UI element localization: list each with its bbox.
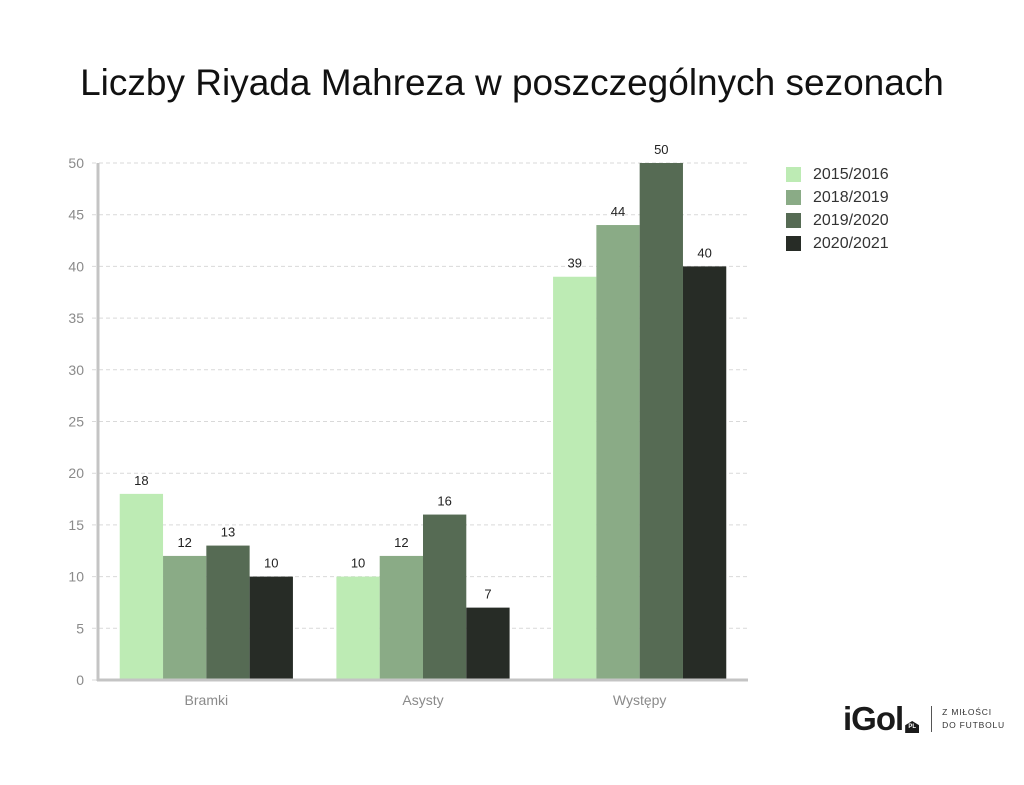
bar-value-label: 12 (177, 535, 191, 550)
logo-tagline: Z MIŁOŚCI DO FUTBOLU (942, 706, 1005, 732)
x-category-label: Bramki (185, 692, 229, 708)
legend-label: 2018/2019 (813, 188, 889, 206)
bar-value-label: 44 (611, 204, 625, 219)
bar (206, 545, 250, 680)
bars (119, 163, 727, 681)
bar (119, 493, 164, 680)
bar (553, 276, 597, 680)
bar (596, 225, 640, 681)
legend-swatch (786, 167, 801, 182)
y-tick-label: 0 (76, 672, 84, 688)
bar (466, 607, 510, 680)
legend-item-2015-2016: 2015/2016 (786, 163, 889, 186)
x-category-label: Występy (613, 692, 667, 708)
y-tick-label: 15 (68, 517, 84, 533)
bar (249, 576, 293, 680)
legend-swatch (786, 190, 801, 205)
bar-value-label: 13 (221, 525, 235, 540)
y-tick-label: 5 (76, 620, 84, 636)
y-tick-label: 20 (68, 465, 84, 481)
x-axis-labels: Bramki Asysty Występy (185, 692, 667, 708)
y-tick-label: 35 (68, 310, 84, 326)
logo-divider (931, 706, 933, 732)
y-tick-label: 50 (68, 155, 84, 171)
bar-value-label: 7 (484, 587, 491, 602)
bar (379, 555, 423, 680)
logo-brand: iGol (843, 700, 904, 737)
bar-value-label: 12 (394, 535, 408, 550)
bar-value-label: 40 (697, 245, 711, 260)
bar-value-label: 18 (134, 473, 148, 488)
bar (336, 576, 380, 680)
bar-value-label: 50 (654, 142, 668, 157)
bar (682, 266, 727, 680)
logo-tagline-line1: Z MIŁOŚCI (942, 707, 992, 717)
bar (163, 555, 207, 680)
legend-item-2019-2020: 2019/2020 (786, 209, 889, 232)
bar-value-label: 10 (351, 556, 365, 571)
chart-title: Liczby Riyada Mahreza w poszczególnych s… (80, 62, 944, 103)
igol-logo: iGol PL Z MIŁOŚCI DO FUTBOLU (843, 700, 1005, 738)
legend: 2015/2016 2018/2019 2019/2020 2020/2021 (786, 163, 889, 255)
legend-label: 2015/2016 (813, 165, 889, 183)
legend-item-2018-2019: 2018/2019 (786, 186, 889, 209)
legend-item-2020-2021: 2020/2021 (786, 232, 889, 255)
legend-label: 2019/2020 (813, 211, 889, 229)
bar-value-label: 39 (567, 256, 581, 271)
bar-value-label: 10 (264, 556, 278, 571)
bar (423, 514, 467, 680)
y-tick-label: 40 (68, 258, 84, 274)
legend-swatch (786, 213, 801, 228)
y-tick-label: 30 (68, 362, 84, 378)
bar (639, 163, 683, 680)
legend-label: 2020/2021 (813, 234, 889, 252)
data-labels: 18 12 13 10 10 12 16 7 39 44 50 40 (134, 142, 712, 602)
y-tick-label: 45 (68, 207, 84, 223)
logo-tagline-line2: DO FUTBOLU (942, 720, 1005, 730)
x-category-label: Asysty (402, 692, 443, 708)
y-axis-ticks: 0 5 10 15 20 25 30 35 40 45 50 (68, 155, 84, 688)
legend-swatch (786, 236, 801, 251)
y-tick-label: 10 (68, 569, 84, 585)
y-tick-label: 25 (68, 414, 84, 430)
logo-pl-badge-icon: PL (905, 721, 920, 733)
bar-value-label: 16 (437, 494, 451, 509)
